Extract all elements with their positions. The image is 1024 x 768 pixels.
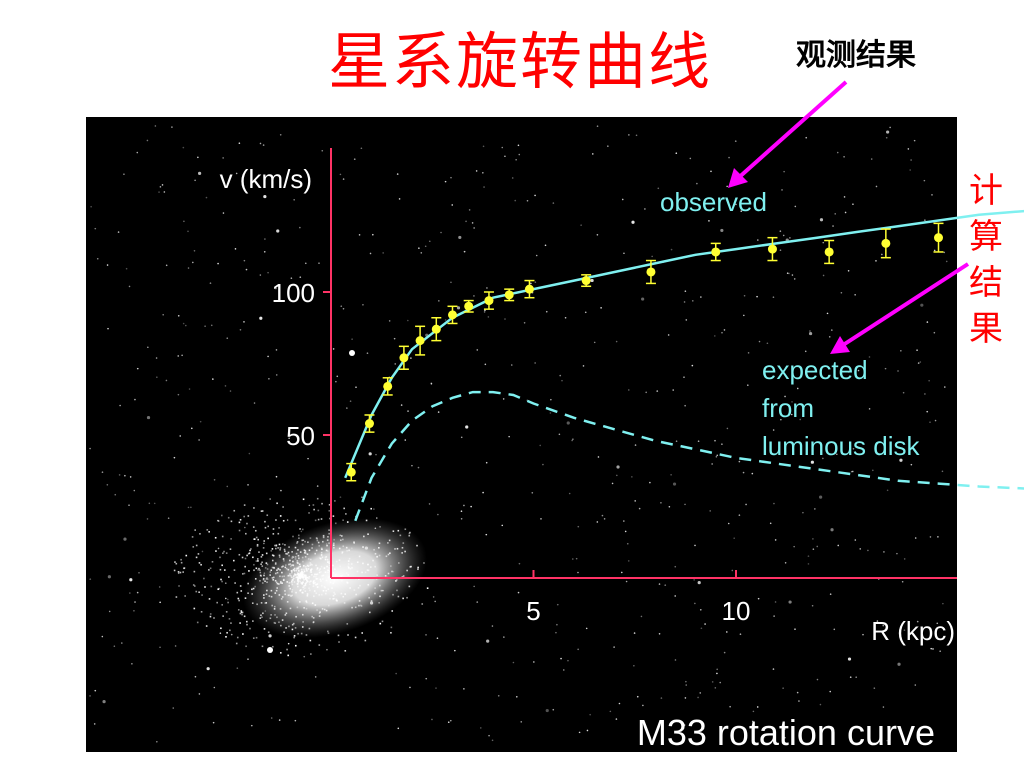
data-point xyxy=(581,276,591,286)
observed-result-note: 观测结果 xyxy=(796,38,916,73)
expected-series-label: expected xyxy=(762,355,868,385)
chart-title: M33 rotation curve xyxy=(637,712,935,753)
data-point xyxy=(346,467,356,477)
data-point xyxy=(431,324,441,334)
data-point xyxy=(448,310,457,320)
bright-star xyxy=(349,350,355,356)
x-axis-label: R (kpc) xyxy=(871,616,955,646)
data-point xyxy=(646,267,656,277)
data-point xyxy=(383,381,393,391)
data-point xyxy=(767,244,777,254)
data-point xyxy=(524,284,534,294)
calc-note-char: 算 xyxy=(969,217,1003,257)
calc-note-char: 结 xyxy=(969,263,1003,303)
observed-series-label: observed xyxy=(660,187,767,217)
data-point xyxy=(415,336,425,346)
data-point xyxy=(824,247,834,257)
x-tick-label: 5 xyxy=(526,596,540,626)
data-point xyxy=(464,301,474,311)
expected-series-label: from xyxy=(762,393,814,423)
data-point xyxy=(934,233,943,243)
y-axis-label: v (km/s) xyxy=(220,164,312,194)
calc-note-char: 果 xyxy=(969,309,1003,349)
calculated-result-note: 计 算 结 果 xyxy=(960,168,1012,352)
data-point xyxy=(484,296,494,306)
expected-series-label: luminous disk xyxy=(762,431,921,461)
calc-note-char: 计 xyxy=(969,171,1003,211)
chart-background xyxy=(86,117,957,752)
observed-curve xyxy=(344,209,1024,479)
slide-title: 星系旋转曲线 xyxy=(327,25,712,98)
data-point xyxy=(399,353,409,363)
y-tick-label: 100 xyxy=(272,278,315,308)
x-tick-label: 10 xyxy=(722,596,751,626)
data-point xyxy=(881,238,891,248)
bright-star xyxy=(267,647,273,653)
data-point xyxy=(504,290,514,300)
chart-axes xyxy=(323,148,957,579)
y-tick-label: 50 xyxy=(286,421,315,451)
data-point xyxy=(711,247,721,257)
data-point xyxy=(364,419,374,429)
expected-curve xyxy=(354,390,1024,522)
